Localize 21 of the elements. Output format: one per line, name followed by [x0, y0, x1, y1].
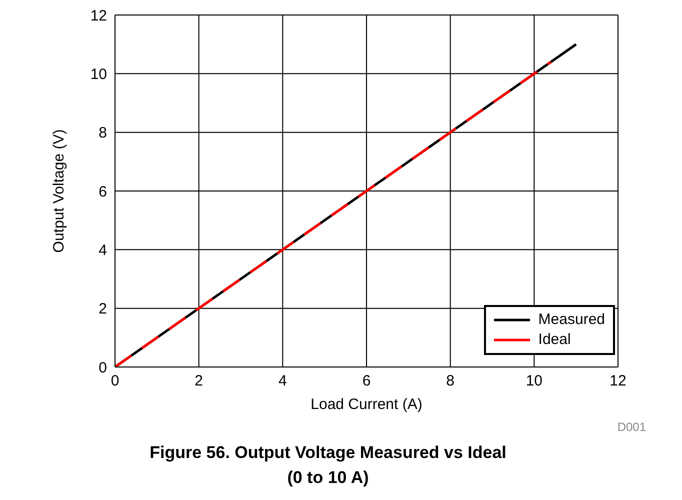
text: (0 to 10 A) [286, 467, 370, 489]
y-tick-label: 4 [98, 242, 107, 259]
x-tick-label: 2 [194, 372, 204, 390]
y-tick-label: 8 [98, 124, 107, 142]
y-tick-label: 0 [98, 359, 107, 376]
y-tick-label: 10 [90, 66, 107, 83]
x-tick-label: 12 [610, 372, 626, 390]
x-tick-label: 0 [110, 372, 120, 390]
y-tick-label: 6 [98, 183, 107, 200]
x-tick-label: 10 [526, 372, 543, 390]
legend-label: Measured [538, 310, 605, 330]
y-tick-label: 12 [90, 7, 107, 24]
text: Figure 56. Output Voltage Measured vs Ideal [148, 442, 508, 464]
x-axis-title: Load Current (A) [310, 396, 422, 413]
y-axis-title: Output Voltage (V) [50, 129, 68, 253]
legend-label: Ideal [538, 330, 571, 350]
x-tick-label: 4 [278, 372, 287, 390]
x-tick-label: 8 [446, 372, 455, 390]
y-tick-label: 2 [98, 300, 107, 318]
text: D001 [617, 420, 646, 434]
x-tick-label: 6 [362, 372, 371, 390]
